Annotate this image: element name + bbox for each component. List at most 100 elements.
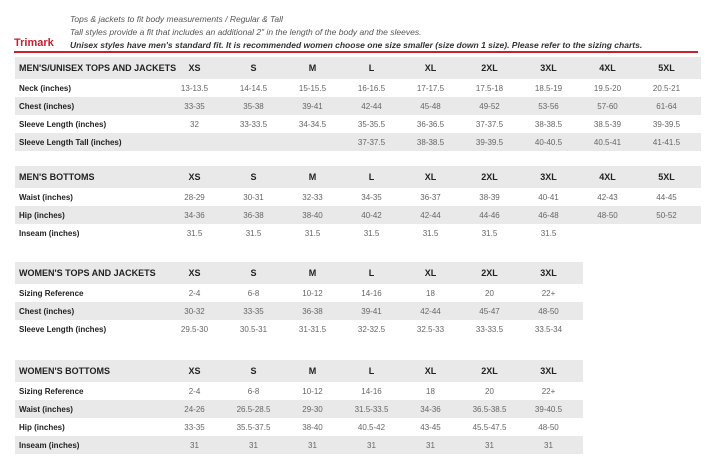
- measurement: 16-16.5: [357, 83, 386, 93]
- table-row: Chest (inches) 30-32 33-35 36-38 39-41 42-44 4…: [15, 302, 583, 320]
- measurement: 2-4: [188, 288, 201, 298]
- measurement: 19.5-20: [593, 83, 622, 93]
- size-header: XL: [424, 268, 437, 278]
- measurement: 38-40: [302, 210, 323, 220]
- measurement: 33-35: [184, 422, 205, 432]
- measurement: 44-45: [656, 192, 677, 202]
- measurement: 41-41.5: [652, 137, 681, 147]
- measurement: 30.5-31: [239, 324, 268, 334]
- measurement: 14-14.5: [239, 83, 268, 93]
- measurement: 31.5: [245, 228, 262, 238]
- size-header: L: [368, 63, 375, 73]
- measurement: 32.5-33: [416, 324, 445, 334]
- measurement: 31.5: [186, 228, 203, 238]
- size-header: XS: [188, 63, 201, 73]
- header-row: WOMEN'S TOPS AND JACKETS XS S M L XL 2XL 3XL: [15, 262, 583, 284]
- measurement: 34-36: [184, 210, 205, 220]
- row-label: Chest (inches): [19, 306, 75, 316]
- measurement: 38-39: [479, 192, 500, 202]
- measurement: 34-34.5: [298, 119, 327, 129]
- measurement: 6-8: [247, 288, 260, 298]
- row-label: Waist (inches): [19, 192, 73, 202]
- size-header: M: [308, 366, 317, 376]
- size-table: WOMEN'S BOTTOMS XS S M L XL 2XL 3XL Sizing Refer…: [15, 360, 583, 454]
- measurement: 36.5-38.5: [472, 404, 507, 414]
- measurement: 14-16: [361, 386, 382, 396]
- measurement: 39-40.5: [534, 404, 563, 414]
- size-header: M: [308, 268, 317, 278]
- measurement: 40.5-42: [357, 422, 386, 432]
- measurement: 31: [426, 440, 435, 450]
- size-header: M: [308, 172, 317, 182]
- size-header: XL: [424, 172, 437, 182]
- measurement: 32-33: [302, 192, 323, 202]
- measurement: 32-32.5: [357, 324, 386, 334]
- measurement: 39-39.5: [652, 119, 681, 129]
- measurement: 34-36: [420, 404, 441, 414]
- row-label: Sleeve Length (inches): [19, 119, 107, 129]
- measurement: 45-48: [420, 101, 441, 111]
- table-row: Inseam (inches) 31 31 31 31 31 31 31: [15, 436, 583, 454]
- size-header: XS: [188, 172, 201, 182]
- row-label: Chest (inches): [19, 101, 75, 111]
- size-header: 3XL: [540, 366, 557, 376]
- measurement: 37-37.5: [475, 119, 504, 129]
- measurement: 31: [190, 440, 199, 450]
- measurement: 38-40: [302, 422, 323, 432]
- measurement: 38-38.5: [534, 119, 563, 129]
- measurement: 17-17.5: [416, 83, 445, 93]
- size-table: WOMEN'S TOPS AND JACKETS XS S M L XL 2XL 3XL Siz…: [15, 262, 583, 338]
- measurement: 18: [426, 386, 435, 396]
- measurement: 35-35.5: [357, 119, 386, 129]
- table-row: Sleeve Length (inches) 32 33-33.5 34-34.5 35…: [15, 115, 701, 133]
- measurement: 31.5: [481, 228, 498, 238]
- measurement: 2-4: [188, 386, 201, 396]
- size-header: 2XL: [481, 172, 498, 182]
- size-header: L: [368, 268, 375, 278]
- divider: [14, 51, 698, 53]
- measurement: 31-31.5: [298, 324, 327, 334]
- measurement: 43-45: [420, 422, 441, 432]
- size-header: XL: [424, 366, 437, 376]
- table-row: Neck (inches) 13-13.5 14-14.5 15-15.5 16-16.…: [15, 79, 701, 97]
- size-header: 5XL: [658, 172, 675, 182]
- measurement: 45-47: [479, 306, 500, 316]
- measurement: 20: [485, 288, 494, 298]
- measurement: 42-44: [420, 210, 441, 220]
- measurement: 29.5-30: [180, 324, 209, 334]
- measurement: 31: [485, 440, 494, 450]
- table-row: Chest (inches) 33-35 35-38 39-41 42-44 45-48 4…: [15, 97, 701, 115]
- size-header: 4XL: [599, 172, 616, 182]
- measurement: 46-48: [538, 210, 559, 220]
- table-title: MEN'S BOTTOMS: [19, 172, 95, 182]
- measurement: 33-33.5: [475, 324, 504, 334]
- measurement: 10-12: [302, 288, 323, 298]
- measurement: 22+: [541, 386, 556, 396]
- header-row: MEN'S/UNISEX TOPS AND JACKETS XS S M L XL 2XL 3…: [15, 57, 701, 79]
- measurement: 38-38.5: [416, 137, 445, 147]
- measurement: 44-46: [479, 210, 500, 220]
- row-label: Hip (inches): [19, 422, 65, 432]
- brand: Trimark: [14, 37, 54, 49]
- table-row: Hip (inches) 34-36 36-38 38-40 40-42 42-44 44-…: [15, 206, 701, 224]
- size-header: L: [368, 366, 375, 376]
- table-title: MEN'S/UNISEX TOPS AND JACKETS: [19, 63, 177, 73]
- row-label: Sizing Reference: [19, 386, 84, 396]
- measurement: 40-40.5: [534, 137, 563, 147]
- row-label: Sleeve Length (inches): [19, 324, 107, 334]
- note: Tall styles provide a fit that includes …: [70, 27, 422, 37]
- measurement: 32: [190, 119, 199, 129]
- size-header: L: [368, 172, 375, 182]
- measurement: 48-50: [538, 422, 559, 432]
- measurement: 36-37: [420, 192, 441, 202]
- measurement: 42-43: [597, 192, 618, 202]
- measurement: 36-36.5: [416, 119, 445, 129]
- table-row: Sleeve Length Tall (inches) 37-37.5 38-38.…: [15, 133, 701, 151]
- size-header: 3XL: [540, 63, 557, 73]
- measurement: 31: [308, 440, 317, 450]
- table-row: Sizing Reference 2-4 6-8 10-12 14-16 18 20 22+: [15, 382, 583, 400]
- measurement: 31.5-33.5: [354, 404, 389, 414]
- measurement: 40-41: [538, 192, 559, 202]
- size-header: 4XL: [599, 63, 616, 73]
- table-row: Waist (inches) 24-26 26.5-28.5 29-30 31.5-33…: [15, 400, 583, 418]
